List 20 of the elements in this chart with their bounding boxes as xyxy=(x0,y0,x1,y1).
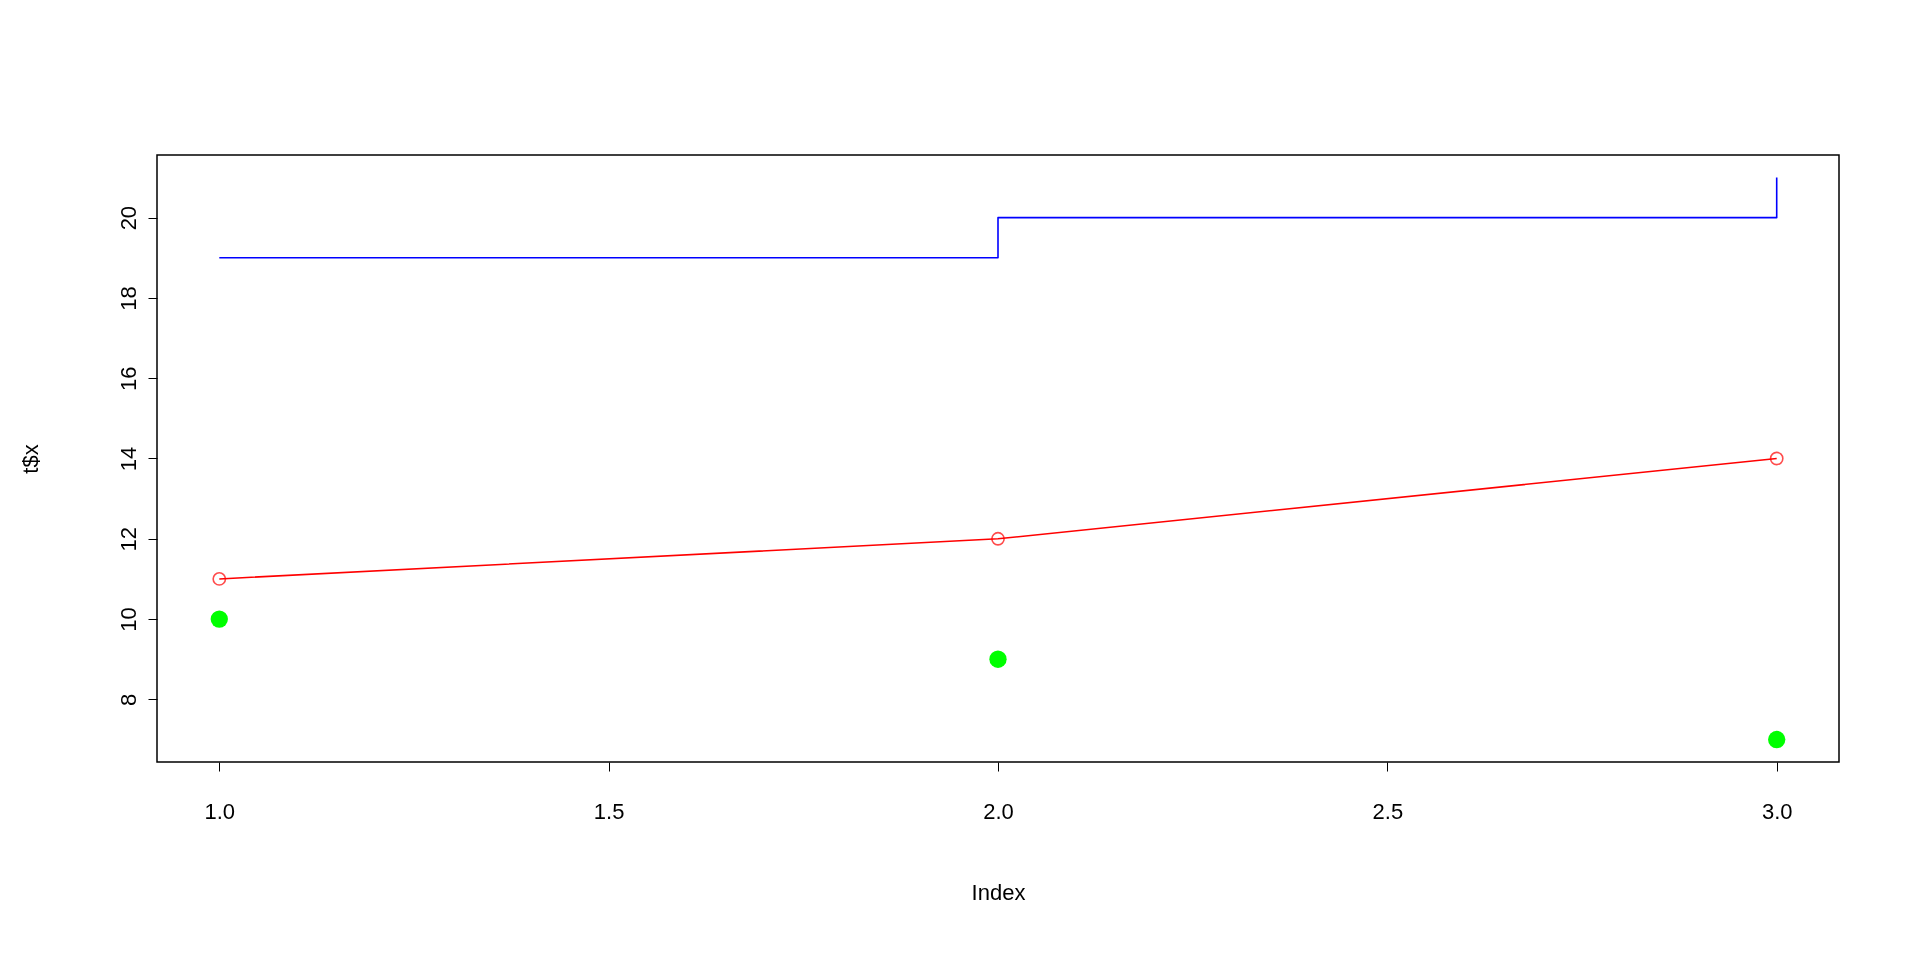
y-tick-label: 8 xyxy=(115,693,141,706)
x-axis-title: Index xyxy=(971,879,1026,905)
x-tick-label: 3.0 xyxy=(1761,798,1793,824)
y-tick-label: 10 xyxy=(115,607,141,632)
x-tick-label: 1.5 xyxy=(593,798,625,824)
point xyxy=(1769,451,1784,466)
y-tick-label: 12 xyxy=(115,527,141,552)
y-tick-label: 20 xyxy=(115,205,141,231)
point xyxy=(210,610,228,628)
point xyxy=(212,572,227,586)
point xyxy=(989,650,1007,668)
x-tick-label: 2.0 xyxy=(983,798,1014,824)
point xyxy=(991,531,1005,546)
y-tick-label: 16 xyxy=(115,366,141,391)
y-axis-title: t$x xyxy=(17,444,43,474)
point xyxy=(1768,730,1786,749)
x-tick-label: 1.0 xyxy=(204,798,236,824)
y-tick-label: 14 xyxy=(115,446,141,472)
y-tick-label: 18 xyxy=(115,286,141,311)
x-tick-label: 2.5 xyxy=(1372,798,1404,824)
